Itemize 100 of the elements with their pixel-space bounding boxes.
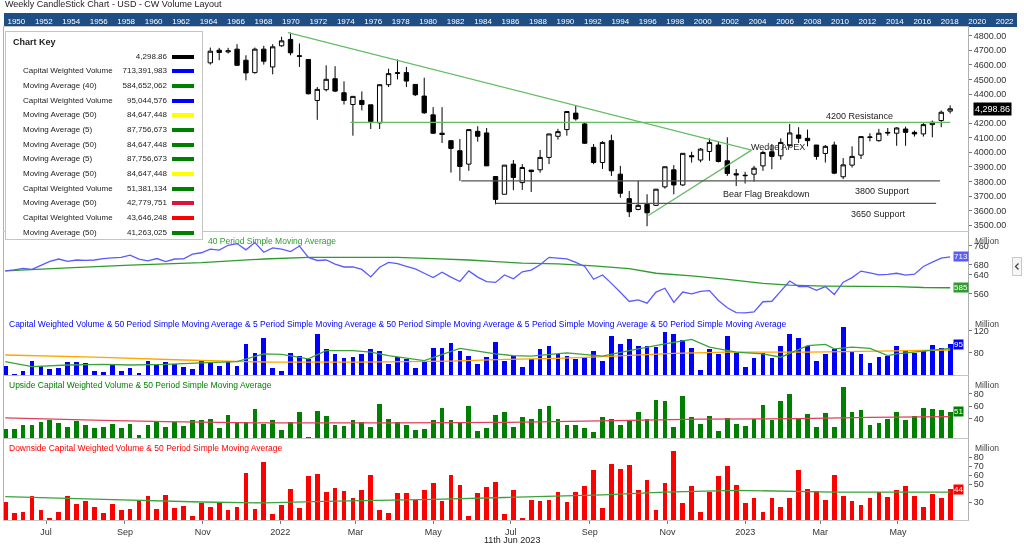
x2-tick-label: 1988: [529, 17, 548, 27]
annotation: 584,652,062: [122, 80, 167, 93]
data-label: 51: [954, 407, 964, 416]
y-tick-label: 4800.00: [973, 30, 1007, 41]
y-tick-label: 560: [973, 288, 989, 299]
x2-tick-label: 2018: [940, 17, 960, 27]
data-label: 713: [954, 252, 968, 261]
text: Chart Key: [13, 36, 56, 48]
x-tick-label: May: [424, 526, 443, 537]
y-tick-label: 50: [973, 479, 984, 490]
x-tick-label: Nov: [194, 526, 212, 537]
x2-tick-label: 2010: [831, 17, 850, 27]
x-tick-label: Sep: [581, 526, 598, 537]
annotation: 84,647,448: [126, 168, 167, 181]
x2-tick-label: 1956: [89, 17, 109, 27]
annotation: 87,756,673: [126, 124, 167, 137]
annotation: 84,647,448: [126, 138, 167, 151]
x2-tick-label: 1968: [254, 17, 273, 27]
x2-tick-label: 1964: [199, 17, 218, 27]
x2-tick-label: 1984: [474, 17, 493, 27]
category-label: Moving Average (40): [23, 80, 97, 93]
category-label: Moving Average (50): [23, 226, 97, 239]
y-tick-label: 4400.00: [973, 89, 1007, 100]
y-tick-label: 4100.00: [973, 132, 1007, 143]
annotation: 41,263,025: [126, 226, 167, 239]
category-label: Moving Average (5): [23, 124, 93, 137]
y-tick-label: 4200.00: [973, 118, 1007, 129]
annotation: 51,381,134: [126, 182, 167, 195]
x2-tick-label: 2022: [995, 17, 1015, 27]
y-tick-label: 60: [973, 401, 984, 412]
annotation: 95,044,576: [126, 94, 167, 107]
x2-tick-label: 2020: [968, 17, 987, 27]
x-tick-label: 2023: [735, 526, 756, 537]
y-tick-label: 680: [973, 259, 989, 270]
x-tick-label: 2022: [270, 526, 291, 537]
y-tick-label: 70: [973, 461, 984, 472]
annotation: 87,756,673: [126, 153, 167, 166]
y-tick-label: 80: [973, 388, 984, 399]
category-label: Capital Weighted Volume: [23, 65, 113, 78]
text: 11th Jun 2023: [484, 535, 541, 545]
x-tick-label: Nov: [659, 526, 676, 537]
annotation: Bear Flag Breakdown: [723, 189, 810, 199]
text: Upside Capital Weighted Volume & 50 Period Simple Moving Average: [9, 380, 272, 390]
annotation: 4200 Resistance: [826, 111, 894, 121]
x-tick-label: Sep: [116, 526, 133, 537]
x2-tick-label: 1980: [419, 17, 438, 27]
y-tick-label: 4000.00: [973, 147, 1007, 158]
text: 40 Period Simple Moving Average: [208, 236, 337, 246]
x2-tick-label: 1966: [227, 17, 246, 27]
x2-tick-label: 2012: [858, 17, 877, 27]
data-label: 44: [954, 485, 964, 494]
y-tick-label: 80: [973, 347, 984, 358]
x2-tick-label: 2004: [748, 17, 768, 27]
x2-tick-label: 1972: [309, 17, 328, 27]
x2-tick-label: 2000: [693, 17, 713, 27]
x2-tick-label: 1992: [583, 17, 603, 27]
x-tick-label: Mar: [812, 526, 829, 537]
x2-tick-label: 1962: [172, 17, 191, 27]
y-tick-label: 3600.00: [973, 205, 1007, 216]
annotation: 713,391,983: [122, 65, 167, 78]
y-tick-label: 640: [973, 269, 989, 280]
x2-tick-label: 1952: [34, 17, 54, 27]
text: 4,298.86: [975, 104, 1011, 114]
annotation: 3650 Support: [851, 209, 906, 219]
y-tick-label: 4700.00: [973, 45, 1007, 56]
text: Downside Capital Weighted Volume & 50 Period Simple Moving Average: [9, 443, 283, 453]
data-label: 585: [954, 283, 968, 292]
x-tick-label: Jul: [505, 526, 517, 537]
data-label: 95: [954, 340, 964, 349]
category-label: Moving Average (50): [23, 168, 97, 181]
y-tick-label: 3700.00: [973, 191, 1007, 202]
x2-tick-label: 2008: [803, 17, 822, 27]
x2-tick-label: 1958: [117, 17, 136, 27]
x2-tick-label: 2016: [913, 17, 932, 27]
annotation: 4,298.86: [135, 50, 167, 63]
category-label: Capital Weighted Volume: [23, 182, 113, 195]
text: Capital Weighted Volume & 50 Period Simple Moving Average & 5 Period Simple Moving Average & 50 Period Simple Moving Average & 5 Period Simple Moving Average & 50 Period Simple Moving Average: [9, 319, 787, 329]
x2-tick-label: 1982: [446, 17, 466, 27]
x2-tick-label: 1960: [144, 17, 164, 27]
y-tick-label: 40: [973, 413, 984, 424]
x2-tick-label: 1998: [666, 17, 685, 27]
x2-tick-label: 1954: [62, 17, 81, 27]
category-label: Capital Weighted Volume: [23, 94, 113, 107]
x2-tick-label: 2002: [721, 17, 740, 27]
category-label: Moving Average (50): [23, 138, 97, 151]
category-label: Moving Average (50): [23, 197, 97, 210]
y-tick-label: 3800.00: [973, 176, 1007, 187]
x2-tick-label: 2006: [776, 17, 795, 27]
x2-tick-label: 1978: [391, 17, 411, 27]
x2-tick-label: 2014: [885, 17, 905, 27]
annotation: 42,779,751: [126, 197, 167, 210]
y-tick-label: 3500.00: [973, 220, 1007, 231]
x2-tick-label: 1950: [7, 17, 26, 27]
x2-tick-label: 1974: [336, 17, 356, 27]
category-label: Moving Average (50): [23, 109, 97, 122]
y-tick-label: 3900.00: [973, 162, 1007, 173]
y-tick-label: 80: [973, 452, 984, 463]
x2-tick-label: 1976: [364, 17, 383, 27]
y-axis-title: Million: [975, 443, 1000, 453]
y-tick-label: 4600.00: [973, 60, 1007, 71]
